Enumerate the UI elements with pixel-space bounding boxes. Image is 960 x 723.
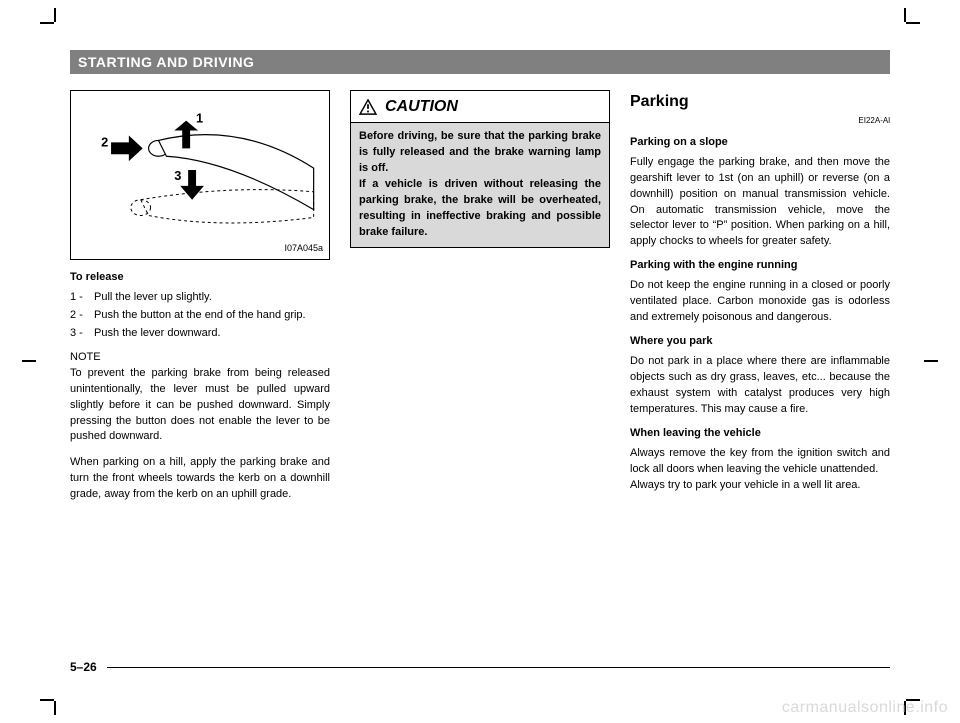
list-item: 1 - Pull the lever up slightly. [70,290,330,306]
leaving-body: Always remove the key from the ignition … [630,446,890,494]
caution-body: Before driving, be sure that the parking… [351,123,609,247]
release-heading: To release [70,270,330,286]
column-1: 1 2 3 I07A045a To release 1 - Pull the l… [70,90,330,503]
fig-label-2: 2 [101,134,108,149]
crop-mark [54,8,56,22]
where-head: Where you park [630,334,890,350]
crop-mark [924,360,938,362]
crop-mark [40,22,54,24]
fig-label-1: 1 [196,111,203,126]
crop-mark [906,22,920,24]
caution-title: CAUTION [385,95,458,118]
note-label: NOTE [70,350,330,366]
list-text: Push the lever downward. [94,326,221,342]
watermark: carmanualsonline.info [782,699,948,717]
footer: 5–26 [70,660,890,674]
columns: 1 2 3 I07A045a To release 1 - Pull the l… [70,90,890,503]
caution-box: CAUTION Before driving, be sure that the… [350,90,610,248]
list-num: 2 - [70,308,88,324]
footer-rule [107,667,890,668]
list-text: Push the button at the end of the hand g… [94,308,306,324]
figure-parking-brake: 1 2 3 I07A045a [70,90,330,260]
warning-icon [359,99,377,115]
column-3: Parking EI22A-Al Parking on a slope Full… [630,90,890,503]
column-2: CAUTION Before driving, be sure that the… [350,90,610,503]
parking-code: EI22A-Al [630,115,890,127]
caution-head: CAUTION [351,91,609,123]
list-num: 1 - [70,290,88,306]
figure-code: I07A045a [284,242,323,255]
section-header: STARTING AND DRIVING [70,50,890,74]
crop-mark [22,360,36,362]
list-item: 2 - Push the button at the end of the ha… [70,308,330,324]
list-item: 3 - Push the lever downward. [70,326,330,342]
list-num: 3 - [70,326,88,342]
fig-label-3: 3 [174,168,181,183]
leaving-head: When leaving the vehicle [630,426,890,442]
note-body: To prevent the parking brake from being … [70,366,330,446]
crop-mark [904,8,906,22]
page: STARTING AND DRIVING [70,50,890,503]
slope-head: Parking on a slope [630,135,890,151]
page-number: 5–26 [70,660,107,674]
where-body: Do not park in a place where there are i… [630,354,890,418]
parking-title: Parking [630,90,890,113]
parking-brake-diagram: 1 2 3 [71,91,329,259]
engine-body: Do not keep the engine running in a clos… [630,278,890,326]
crop-mark [54,701,56,715]
engine-head: Parking with the engine running [630,258,890,274]
crop-mark [40,699,54,701]
hill-body: When parking on a hill, apply the parkin… [70,455,330,503]
list-text: Pull the lever up slightly. [94,290,212,306]
slope-body: Fully engage the parking brake, and then… [630,155,890,251]
